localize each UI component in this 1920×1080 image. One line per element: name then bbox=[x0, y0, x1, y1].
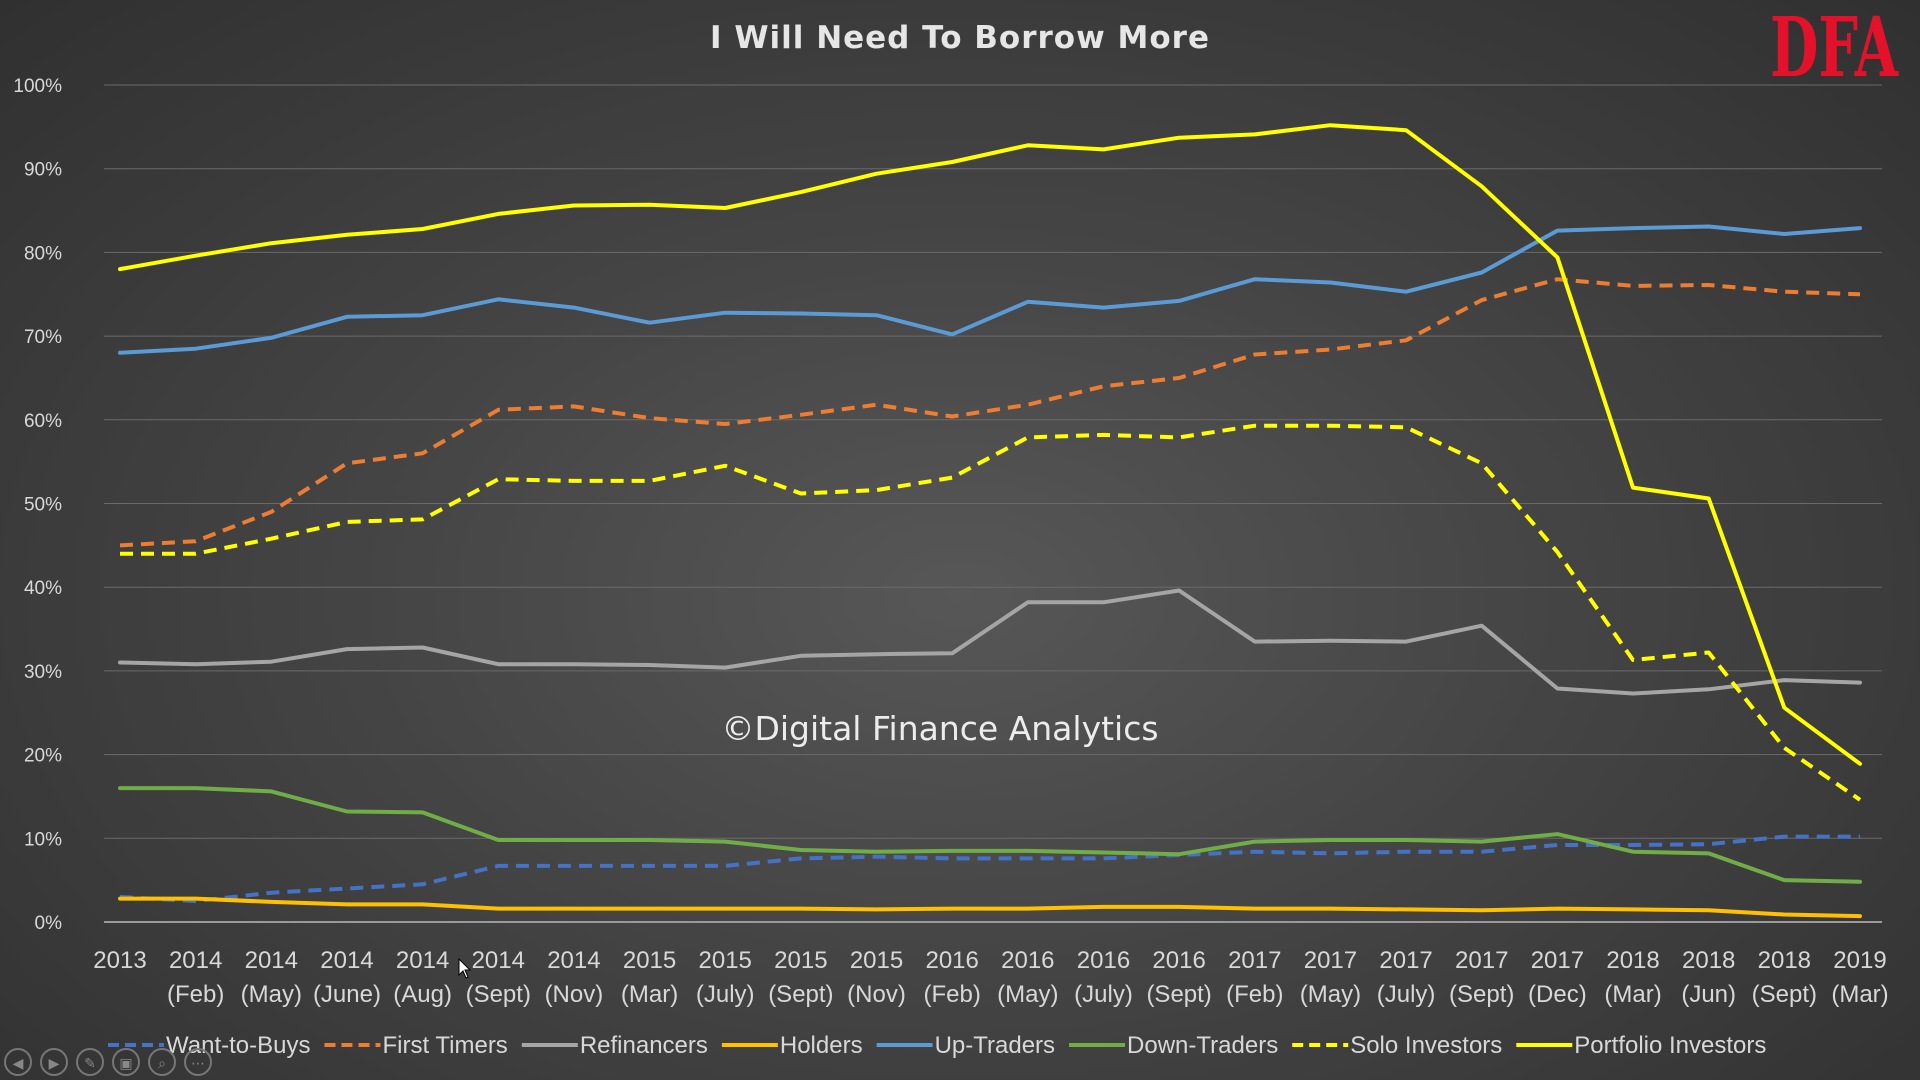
x-tick-label: 2014 bbox=[245, 947, 298, 974]
x-tick-label: 2016 bbox=[1152, 947, 1205, 974]
x-tick-sublabel: (Sept) bbox=[1146, 981, 1211, 1008]
legend-label-first-timers: First Timers bbox=[382, 1032, 507, 1059]
chart-title: I Will Need To Borrow More bbox=[710, 20, 1210, 56]
y-axis-ticks: 0% 10% 20% 30% 40% 50% 60% 70% 80% 90% 100% bbox=[13, 76, 62, 934]
next-icon[interactable]: ▶ bbox=[40, 1048, 68, 1076]
x-tick-sublabel: (Jun) bbox=[1681, 981, 1736, 1008]
x-tick-sublabel: (Feb) bbox=[167, 981, 224, 1008]
x-tick-label: 2017 bbox=[1304, 947, 1357, 974]
slideshow-controls: ◀ ▶ ✎ ▣ ⌕ ⋯ bbox=[4, 1048, 212, 1076]
series-line-holders bbox=[118, 896, 1862, 919]
series-line-down-traders bbox=[118, 786, 1862, 884]
y-tick-label: 30% bbox=[24, 662, 62, 683]
x-tick-sublabel: (July) bbox=[1377, 981, 1436, 1008]
x-tick-label: 2014 bbox=[472, 947, 525, 974]
x-tick-label: 2014 bbox=[547, 947, 600, 974]
legend-label-portfolio-investors: Portfolio Investors bbox=[1574, 1032, 1766, 1059]
x-tick-label: 2016 bbox=[1077, 947, 1130, 974]
x-tick-label: 2018 bbox=[1758, 947, 1811, 974]
x-tick-label: 2013 bbox=[93, 947, 146, 974]
x-tick-label: 2014 bbox=[169, 947, 222, 974]
x-tick-label: 2017 bbox=[1379, 947, 1432, 974]
legend-label-refinancers: Refinancers bbox=[580, 1032, 708, 1059]
x-axis-ticks: 2013 2014 (Feb) 2014 (May) 2014 (June) 2014 (Aug… bbox=[93, 947, 1888, 1008]
series-line-up-traders bbox=[118, 224, 1862, 355]
series-line-refinancers bbox=[118, 588, 1862, 696]
x-tick-label: 2016 bbox=[1001, 947, 1054, 974]
x-tick-label: 2015 bbox=[850, 947, 903, 974]
y-tick-label: 90% bbox=[24, 160, 62, 181]
x-tick-sublabel: (Sept) bbox=[466, 981, 531, 1008]
y-tick-label: 10% bbox=[24, 829, 62, 850]
legend-label-holders: Holders bbox=[780, 1032, 863, 1059]
x-tick-label: 2015 bbox=[774, 947, 827, 974]
x-tick-label: 2018 bbox=[1606, 947, 1659, 974]
x-tick-sublabel: (Nov) bbox=[847, 981, 906, 1008]
x-tick-label: 2018 bbox=[1682, 947, 1735, 974]
legend: Want-to-Buys First Timers Refinancers Holde… bbox=[108, 1032, 1766, 1059]
y-tick-label: 60% bbox=[24, 411, 62, 432]
y-tick-label: 40% bbox=[24, 578, 62, 599]
series-line-want-to-buys bbox=[119, 834, 1860, 904]
series-line-solo-investors bbox=[120, 423, 1862, 802]
x-tick-sublabel: (May) bbox=[997, 981, 1058, 1008]
x-tick-label: 2014 bbox=[396, 947, 449, 974]
x-tick-sublabel: (Sept) bbox=[1449, 981, 1514, 1008]
x-tick-sublabel: (Sept) bbox=[1752, 981, 1817, 1008]
x-tick-sublabel: (Sept) bbox=[768, 981, 833, 1008]
x-tick-sublabel: (Feb) bbox=[924, 981, 981, 1008]
x-tick-sublabel: (Mar) bbox=[621, 981, 678, 1008]
y-tick-label: 70% bbox=[24, 327, 62, 348]
slides-icon[interactable]: ▣ bbox=[112, 1048, 140, 1076]
gridlines bbox=[104, 84, 1882, 923]
pen-icon[interactable]: ✎ bbox=[76, 1048, 104, 1076]
legend-label-solo-investors: Solo Investors bbox=[1350, 1032, 1502, 1059]
x-tick-sublabel: (Dec) bbox=[1528, 981, 1587, 1008]
x-tick-label: 2016 bbox=[925, 947, 978, 974]
x-tick-sublabel: (Mar) bbox=[1604, 981, 1661, 1008]
mouse-cursor-icon bbox=[458, 958, 472, 979]
more-options-icon[interactable]: ⋯ bbox=[184, 1048, 212, 1076]
x-tick-sublabel: (July) bbox=[1074, 981, 1133, 1008]
x-tick-label: 2017 bbox=[1531, 947, 1584, 974]
x-tick-label: 2014 bbox=[320, 947, 373, 974]
series-line-first-timers bbox=[119, 277, 1861, 548]
series-line-portfolio-investors bbox=[118, 123, 1862, 766]
legend-label-up-traders: Up-Traders bbox=[935, 1032, 1055, 1059]
zoom-icon[interactable]: ⌕ bbox=[148, 1048, 176, 1076]
x-tick-label: 2015 bbox=[699, 947, 752, 974]
x-tick-sublabel: (Aug) bbox=[393, 981, 452, 1008]
x-tick-sublabel: (Feb) bbox=[1226, 981, 1283, 1008]
dfa-logo: DFA bbox=[1770, 0, 1899, 96]
copyright-watermark: ©Digital Finance Analytics bbox=[721, 709, 1158, 748]
x-tick-sublabel: (June) bbox=[313, 981, 381, 1008]
x-tick-sublabel: (July) bbox=[696, 981, 755, 1008]
x-tick-label: 2017 bbox=[1228, 947, 1281, 974]
x-tick-sublabel: (Nov) bbox=[545, 981, 604, 1008]
x-tick-sublabel: (May) bbox=[1300, 981, 1361, 1008]
x-tick-sublabel: (May) bbox=[241, 981, 302, 1008]
x-tick-label: 2017 bbox=[1455, 947, 1508, 974]
previous-icon[interactable]: ◀ bbox=[4, 1048, 32, 1076]
y-tick-label: 20% bbox=[24, 746, 62, 767]
y-tick-label: 100% bbox=[13, 76, 62, 97]
y-tick-label: 50% bbox=[24, 495, 62, 516]
x-tick-label: 2015 bbox=[623, 947, 676, 974]
x-tick-label: 2019 bbox=[1833, 947, 1886, 974]
y-tick-label: 0% bbox=[35, 913, 63, 934]
y-tick-label: 80% bbox=[24, 243, 62, 264]
series-lines bbox=[118, 123, 1862, 919]
x-tick-sublabel: (Mar) bbox=[1831, 981, 1888, 1008]
legend-label-down-traders: Down-Traders bbox=[1127, 1032, 1278, 1059]
